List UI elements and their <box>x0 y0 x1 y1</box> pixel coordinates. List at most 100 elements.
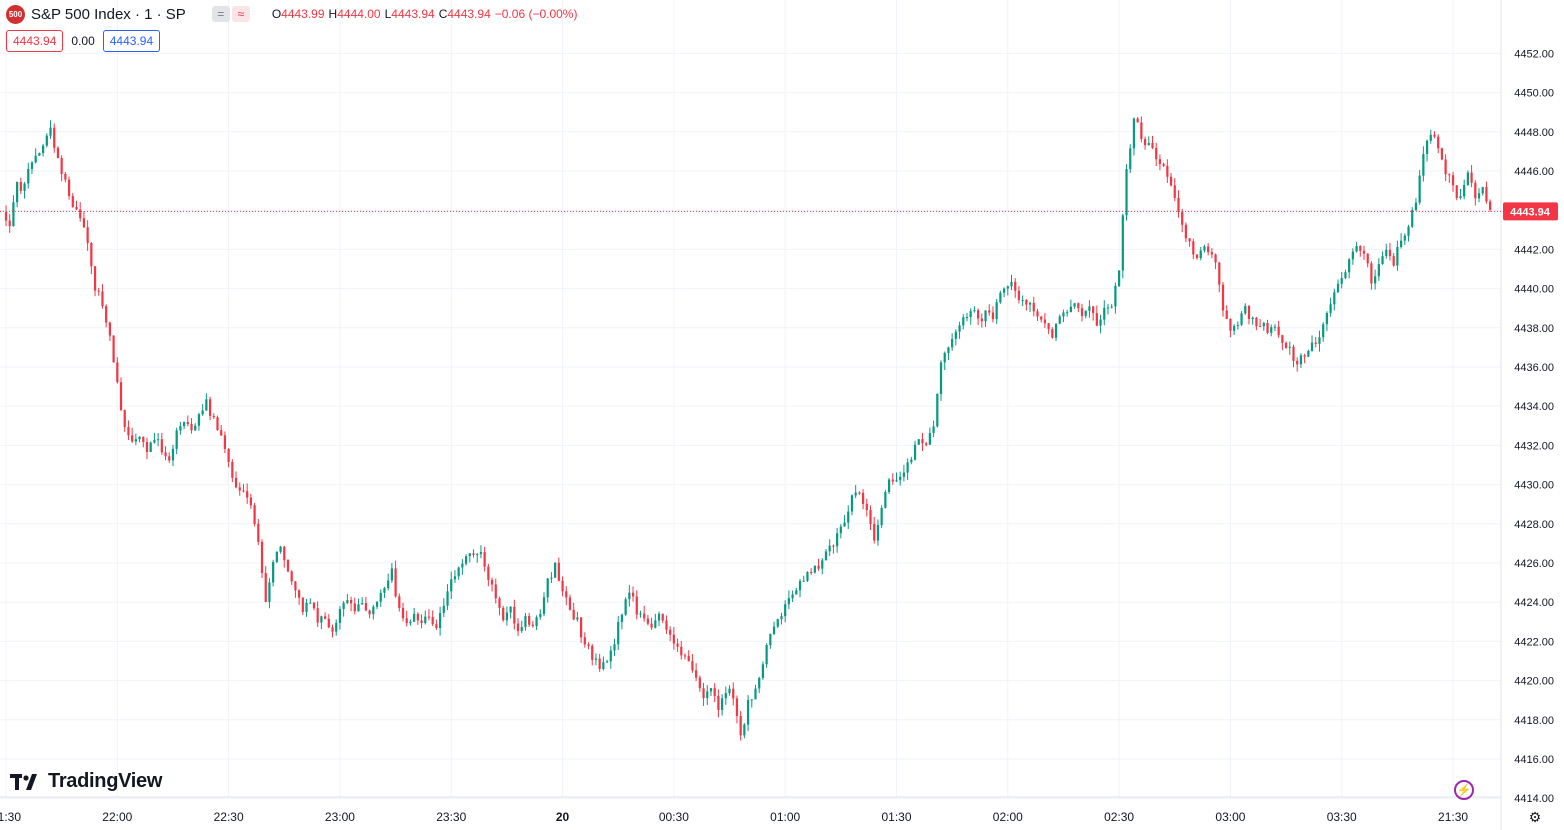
candle-body <box>1425 140 1429 154</box>
candle-body <box>41 145 45 154</box>
candle-body <box>312 602 316 609</box>
candle-body <box>279 546 282 552</box>
candle-body <box>821 560 824 569</box>
symbol-title[interactable]: S&P 500 Index · 1 · SP <box>31 5 186 23</box>
svg-text:4443.94: 4443.94 <box>1510 206 1551 218</box>
candle-body <box>194 425 197 431</box>
candle-body <box>847 511 850 523</box>
equals-icon[interactable]: = <box>211 6 230 22</box>
candle-body <box>561 580 564 592</box>
candle-body <box>635 596 638 615</box>
candle-body <box>71 195 74 207</box>
candle-body <box>591 645 594 660</box>
candle-body <box>1340 278 1343 284</box>
candle-body <box>884 491 887 508</box>
candle-body <box>457 567 460 577</box>
candle-body <box>743 724 746 736</box>
candle-body <box>1229 318 1232 331</box>
candle-body <box>1062 312 1065 317</box>
y-tick-label: 4418.00 <box>1514 715 1554 727</box>
candle-body <box>1151 143 1154 148</box>
candle-body <box>1095 313 1098 326</box>
candle-body <box>1184 224 1188 239</box>
buy-price-button[interactable]: 4443.94 <box>102 30 161 52</box>
candle-body <box>316 608 319 623</box>
candle-body <box>828 545 831 552</box>
candle-body <box>869 510 872 524</box>
candle-body <box>531 624 534 627</box>
gear-icon[interactable]: ⚙ <box>1528 808 1542 825</box>
candle-body <box>257 523 260 542</box>
approx-icon[interactable]: ≈ <box>231 6 250 22</box>
candle-body <box>1218 262 1221 285</box>
candle-body <box>691 661 694 671</box>
x-tick-label: 20 <box>556 810 570 824</box>
candle-body <box>375 601 379 607</box>
y-tick-label: 4452.00 <box>1514 48 1554 60</box>
candle-body <box>813 565 816 573</box>
candle-body <box>672 634 675 644</box>
candle-body <box>372 606 375 615</box>
candle-body <box>735 698 739 717</box>
candle-body <box>1318 337 1321 344</box>
tradingview-logo-icon <box>10 773 37 790</box>
candle-body <box>1058 316 1061 324</box>
candle-body <box>1121 215 1124 271</box>
candle-body <box>298 590 301 598</box>
y-tick-label: 4426.00 <box>1514 558 1554 570</box>
candle-body <box>268 582 271 602</box>
candle-body <box>1437 136 1440 149</box>
horizontal-gridlines <box>0 52 1501 799</box>
candle-body <box>817 565 820 569</box>
candle-body <box>464 556 468 564</box>
candle-body <box>1433 134 1436 137</box>
candle-body <box>1489 201 1492 210</box>
candle-body <box>861 492 865 504</box>
candle-body <box>965 317 969 319</box>
candle-body <box>1299 355 1303 365</box>
candle-body <box>1344 272 1347 279</box>
y-tick-label: 4436.00 <box>1514 362 1554 374</box>
y-tick-label: 4416.00 <box>1514 754 1554 766</box>
candle-body <box>1258 326 1262 328</box>
candle-body <box>1073 303 1076 307</box>
candle-body <box>349 600 353 604</box>
sell-price-button[interactable]: 4443.94 <box>6 30 64 52</box>
candle-body <box>1348 259 1351 273</box>
candle-body <box>758 677 761 689</box>
lightning-icon[interactable]: ⚡ <box>1454 780 1474 800</box>
price-axis[interactable]: 4452.004450.004448.004446.004444.004442.… <box>1514 48 1554 805</box>
candle-body <box>1069 306 1072 313</box>
candle-body <box>30 162 34 170</box>
candle-body <box>1351 251 1354 260</box>
candle-body <box>665 620 668 630</box>
candle-body <box>1207 246 1210 253</box>
tradingview-logo[interactable]: TradingView <box>10 770 162 793</box>
candle-body <box>82 218 86 228</box>
candle-body <box>962 317 965 326</box>
candle-body <box>554 562 557 578</box>
candle-body <box>160 439 163 453</box>
candle-body <box>1036 311 1039 317</box>
candle-body <box>413 613 416 622</box>
candle-body <box>613 644 616 651</box>
candle-body <box>1485 186 1488 202</box>
symbol-logo-icon[interactable]: 500 <box>6 4 25 24</box>
candle-body <box>810 571 813 573</box>
time-axis[interactable]: 21:30 22:00 22:30 23:00 23:30 20 00:30 01:00 01:… <box>0 810 1468 824</box>
candle-body <box>327 618 330 628</box>
x-tick-label: 22:30 <box>214 810 244 824</box>
candle-body <box>761 664 765 678</box>
candle-body <box>472 553 475 555</box>
candle-body <box>750 699 753 701</box>
candle-body <box>509 606 512 613</box>
candle-body <box>628 592 631 600</box>
candle-body <box>60 157 63 174</box>
candle-body <box>401 607 405 619</box>
candle-body <box>1088 306 1091 311</box>
candle-body <box>1388 249 1392 257</box>
candle-body <box>1025 299 1028 305</box>
candle-body <box>476 554 479 556</box>
change-value: −0.06 (−0.00%) <box>494 7 578 21</box>
